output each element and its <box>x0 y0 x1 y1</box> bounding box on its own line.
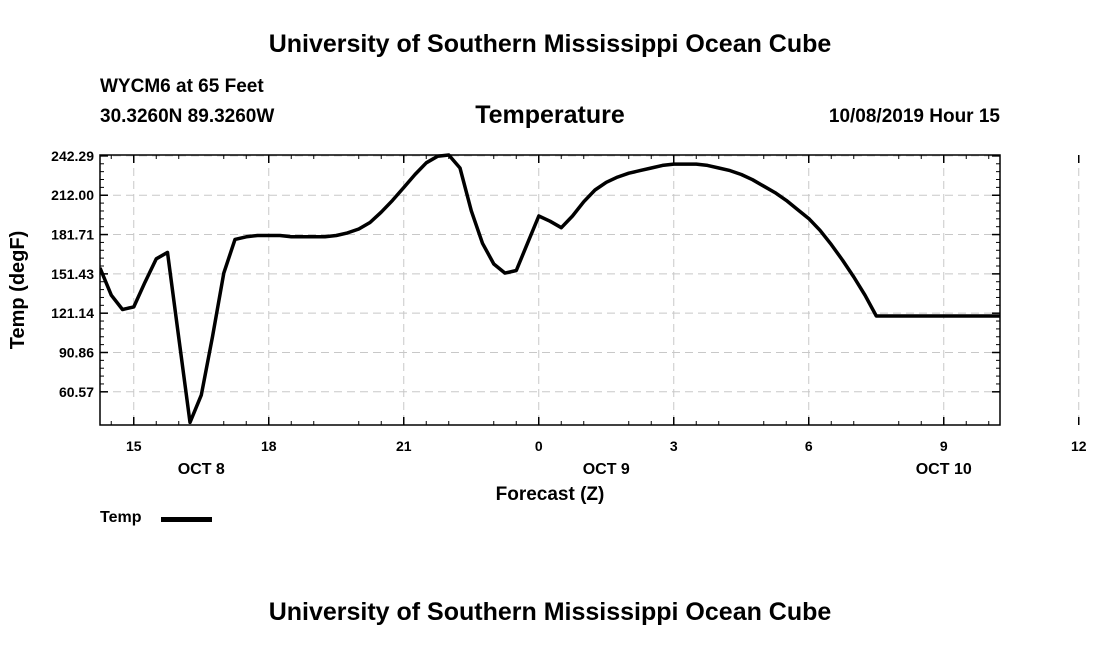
x-day-label: OCT 10 <box>916 461 972 478</box>
y-tick-label: 60.57 <box>59 384 94 400</box>
chart-title: Temperature <box>475 101 625 129</box>
x-axis-label: Forecast (Z) <box>496 484 605 505</box>
y-tick-label: 151.43 <box>51 266 94 282</box>
footer-title: University of Southern Mississippi Ocean… <box>268 598 832 626</box>
y-tick-label: 121.14 <box>51 305 94 321</box>
y-tick-label: 242.29 <box>51 148 94 164</box>
x-tick-label: 18 <box>261 438 277 454</box>
y-axis-label: Temp (degF) <box>7 231 29 350</box>
x-tick-label: 3 <box>670 438 678 454</box>
y-tick-label: 181.71 <box>51 227 94 243</box>
x-day-label: OCT 8 <box>178 461 225 478</box>
x-day-label: OCT 9 <box>583 461 630 478</box>
coordinates-label: 30.3260N 89.3260W <box>100 106 275 127</box>
x-tick-label: 0 <box>535 438 543 454</box>
station-label: WYCM6 at 65 Feet <box>100 76 264 97</box>
x-tick-label: 6 <box>805 438 813 454</box>
x-tick-label: 15 <box>126 438 142 454</box>
datetime-label: 10/08/2019 Hour 15 <box>828 106 1000 127</box>
x-tick-label: 9 <box>940 438 948 454</box>
series-line-temp <box>100 153 1000 425</box>
y-tick-label: 212.00 <box>51 187 94 203</box>
page-title: University of Southern Mississippi Ocean… <box>268 30 832 58</box>
legend-label: Temp <box>100 509 142 526</box>
x-tick-label: 12 <box>1071 438 1087 454</box>
plot-frame <box>99 154 1001 426</box>
y-tick-label: 90.86 <box>59 344 94 360</box>
legend-swatch <box>161 517 212 522</box>
x-tick-label: 21 <box>396 438 412 454</box>
